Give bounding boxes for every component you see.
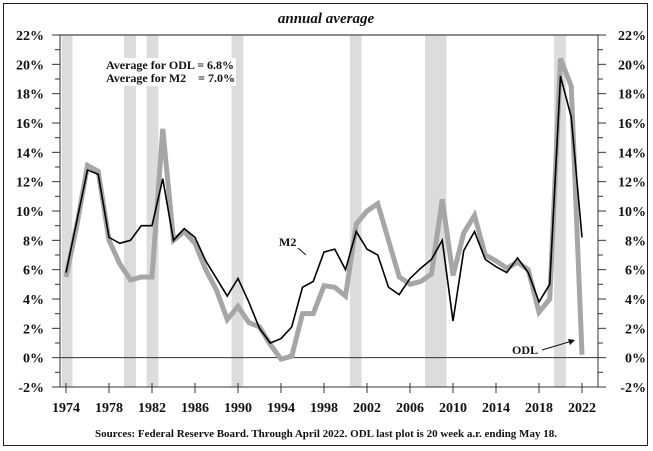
- recession-bar: [61, 35, 73, 387]
- y-tick-label-right: 12%: [618, 176, 646, 191]
- x-tick-label: 1986: [181, 401, 209, 416]
- y-tick-label-left: 10%: [16, 205, 44, 220]
- y-tick-label-right: 0%: [625, 352, 646, 367]
- m2-average-annotation: Average for M2 = 7.0%: [106, 71, 235, 85]
- axes: -2% -2% 0% 0% 2% 2% 4% 4% 6% 6% 8% 8% 10% 10% 12% 12% 14…: [16, 29, 646, 416]
- recession-bars: [61, 35, 566, 387]
- m2-series-label: M2: [279, 235, 296, 249]
- recession-bar: [231, 35, 244, 387]
- y-tick-label-right: 6%: [625, 264, 646, 279]
- x-tick-label: 1982: [138, 401, 166, 416]
- y-tick-label-left: -2%: [18, 381, 44, 396]
- odl-label-arrow: [541, 340, 573, 351]
- recession-bar: [349, 35, 362, 387]
- y-tick-label-right: 20%: [618, 58, 646, 73]
- recession-bar: [425, 35, 447, 387]
- annotation-background: [100, 58, 236, 86]
- y-tick-label-left: 14%: [16, 146, 44, 161]
- y-tick-label-right: 10%: [618, 205, 646, 220]
- y-tick-label-left: 2%: [23, 322, 44, 337]
- y-tick-label-left: 4%: [23, 293, 44, 308]
- m2-line: [65, 75, 583, 344]
- y-tick-label-right: 22%: [618, 29, 646, 44]
- y-tick-label-left: 8%: [23, 234, 44, 249]
- odl-average-annotation: Average for ODL = 6.8%: [106, 58, 234, 72]
- y-tick-label-left: 0%: [23, 352, 44, 367]
- y-tick-label-left: 16%: [16, 117, 44, 132]
- y-tick-label-right: 16%: [618, 117, 646, 132]
- odl-arrowhead: [568, 339, 575, 345]
- x-tick-label: 1998: [310, 401, 338, 416]
- x-tick-label: 2018: [525, 401, 553, 416]
- x-tick-label: 1974: [52, 401, 80, 416]
- y-tick-label-right: 2%: [625, 322, 646, 337]
- recession-bar: [124, 35, 136, 387]
- y-tick-label-right: 4%: [625, 293, 646, 308]
- x-tick-label: 2014: [482, 401, 510, 416]
- y-tick-label-right: -2%: [620, 381, 646, 396]
- chart-frame: [3, 3, 648, 446]
- x-tick-label: 2010: [439, 401, 467, 416]
- odl-line: [63, 57, 585, 362]
- recession-bar: [146, 35, 159, 387]
- source-note: Sources: Federal Reserve Board. Through …: [95, 428, 557, 440]
- x-tick-label: 1994: [267, 401, 295, 416]
- y-tick-label-left: 12%: [16, 176, 44, 191]
- y-tick-label-left: 6%: [23, 264, 44, 279]
- y-tick-label-right: 14%: [618, 146, 646, 161]
- recession-bar: [554, 35, 566, 387]
- x-tick-label: 2006: [396, 401, 424, 416]
- x-tick-label: 1990: [224, 401, 252, 416]
- y-tick-label-left: 22%: [16, 29, 44, 44]
- x-tick-label: 1978: [95, 401, 123, 416]
- x-tick-label: 2002: [353, 401, 381, 416]
- y-tick-label-right: 18%: [618, 88, 646, 103]
- odl-series-label: ODL: [512, 343, 538, 357]
- y-tick-label-left: 18%: [16, 88, 44, 103]
- y-tick-label-left: 20%: [16, 58, 44, 73]
- chart-title: annual average: [278, 11, 375, 27]
- x-tick-label: 2022: [568, 401, 596, 416]
- series-lines: [63, 57, 585, 362]
- y-tick-label-right: 8%: [625, 234, 646, 249]
- m2-label-arrow: [297, 247, 307, 256]
